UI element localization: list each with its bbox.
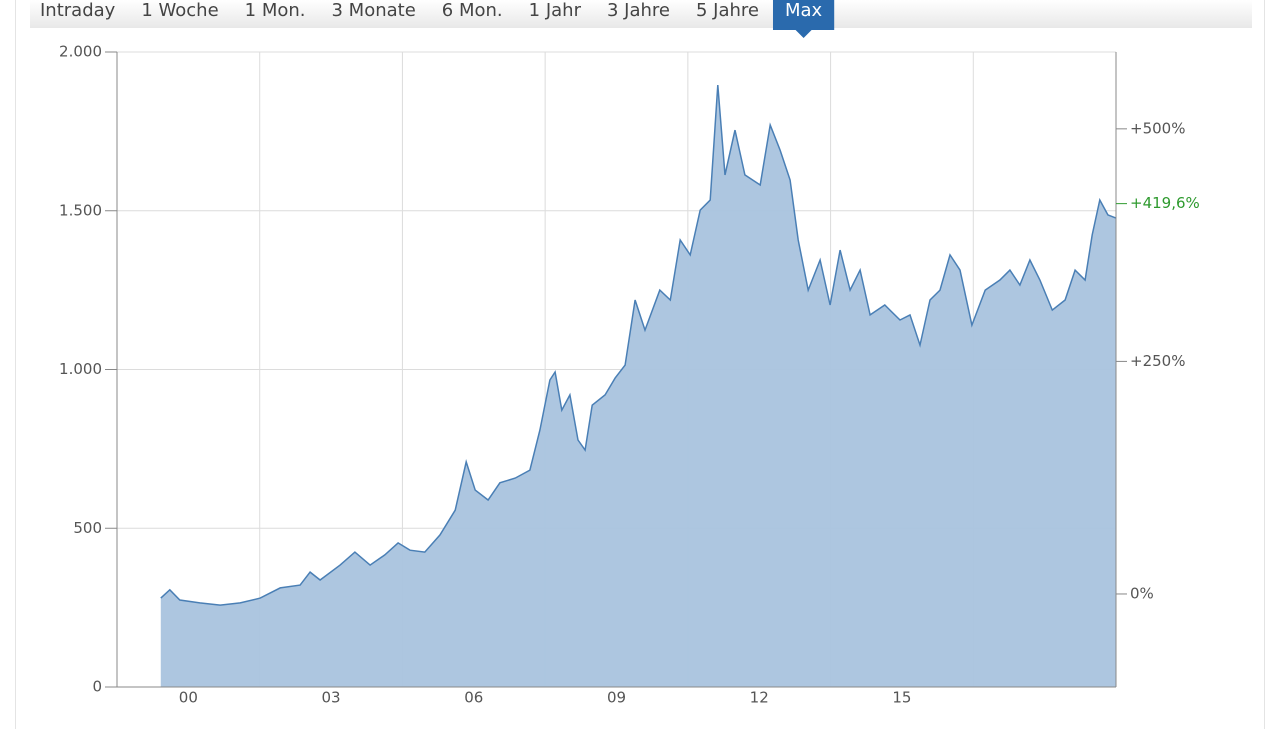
x-tick-label: 03 [322, 689, 341, 707]
y2-tick-label: +250% [1130, 352, 1185, 370]
y-tick-label: 1.500 [59, 201, 102, 219]
x-tick-label: 09 [607, 689, 626, 707]
tab-label[interactable]: 5 Jahre [696, 0, 759, 21]
y-tick-label: 500 [73, 519, 102, 537]
tab-label[interactable]: 1 Mon. [245, 0, 306, 21]
tab-label[interactable]: 1 Jahr [529, 0, 582, 21]
y-tick-label: 0 [92, 678, 102, 696]
tab-pointer [795, 30, 812, 38]
tab-label[interactable]: 6 Mon. [442, 0, 503, 21]
y-tick-label: 2.000 [59, 43, 102, 61]
x-tick-label: 12 [750, 689, 769, 707]
tab-active[interactable] [772, 0, 835, 30]
y2-tick-label: 0% [1130, 584, 1154, 602]
x-tick-label: 15 [892, 689, 911, 707]
y2-tick-label: +500% [1130, 119, 1185, 137]
area-fill [160, 85, 1116, 687]
tab-label[interactable]: Max [785, 0, 823, 21]
current-label: +419,6% [1130, 194, 1200, 212]
tab-label[interactable]: 3 Jahre [607, 0, 670, 21]
tab-label[interactable]: 3 Monate [332, 0, 416, 21]
x-tick-label: 06 [464, 689, 483, 707]
tab-bar [30, 0, 1252, 28]
y-tick-label: 1.000 [59, 360, 102, 378]
tab-label[interactable]: 1 Woche [141, 0, 218, 21]
x-tick-label: 00 [179, 689, 198, 707]
area-line [160, 84, 1117, 606]
tab-label[interactable]: Intraday [40, 0, 116, 21]
